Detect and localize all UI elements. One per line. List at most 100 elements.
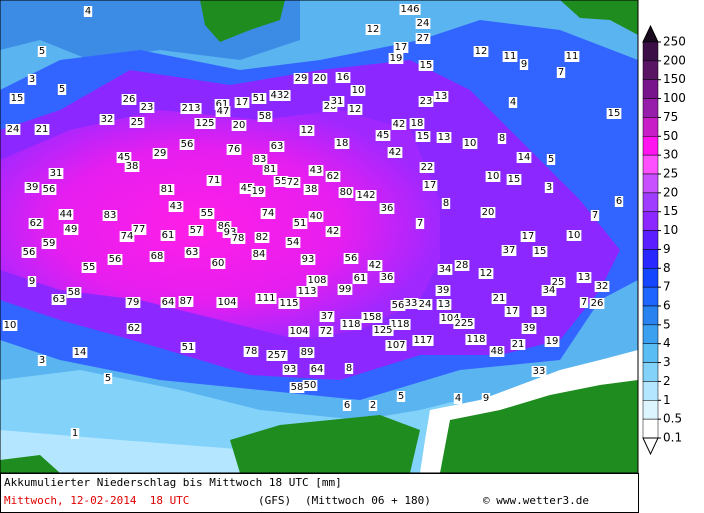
precip-label: 11 — [566, 51, 579, 62]
precip-label: 13 — [435, 91, 448, 102]
label-box — [103, 373, 113, 384]
label-box — [312, 73, 328, 84]
precip-label: 13 — [578, 272, 591, 283]
land — [230, 415, 420, 473]
label-box — [299, 125, 315, 136]
label-box — [409, 118, 425, 129]
precip-label: 55 — [275, 176, 288, 187]
precip-label: 17 — [522, 231, 535, 242]
precip-label: 117 — [413, 335, 432, 346]
precip-label: 32 — [101, 114, 114, 125]
colorbar-segment — [642, 154, 659, 175]
label-box — [269, 141, 285, 152]
label-box — [293, 73, 309, 84]
precip-label: 15 — [508, 174, 521, 185]
precip-label: 9 — [521, 59, 527, 70]
label-box — [399, 4, 421, 15]
footer-run: (Mittwoch 06 + 180) — [305, 494, 431, 507]
footer-credit: © www.wetter3.de — [483, 494, 589, 507]
precip-label: 4 — [85, 6, 91, 17]
land — [560, 0, 638, 35]
precip-label: 225 — [454, 318, 473, 329]
precip-label: 72 — [320, 326, 333, 337]
precip-label: 3 — [29, 74, 35, 85]
label-box — [508, 97, 518, 108]
label-box — [254, 232, 270, 243]
precip-label: 74 — [121, 231, 134, 242]
precip-label: 39 — [437, 285, 450, 296]
precip-label: 64 — [162, 297, 175, 308]
label-box — [387, 147, 403, 158]
colorbar-label: 5 — [663, 317, 671, 331]
precip-label: 4 — [510, 97, 516, 108]
label-box — [437, 264, 453, 275]
precip-label: 23 — [141, 102, 154, 113]
label-box — [396, 391, 406, 402]
label-box — [422, 180, 438, 191]
colorbar: 250 200 150 100 75 50 30 25 20 15 10 9 8 7 6 5 4 3 2 1 0.5 0.… — [642, 24, 686, 456]
label-box — [614, 196, 624, 207]
label-box — [188, 225, 204, 236]
colorbar-label: 20 — [663, 185, 678, 199]
label-box — [318, 326, 334, 337]
precip-label: 55 — [201, 208, 214, 219]
label-box — [415, 131, 431, 142]
label-box — [179, 139, 195, 150]
label-box — [149, 251, 165, 262]
colorbar-segment — [642, 136, 659, 156]
label-box — [230, 233, 246, 244]
precip-label: 29 — [154, 148, 167, 159]
label-box — [412, 335, 434, 346]
precip-label: 125 — [195, 118, 214, 129]
label-box — [415, 218, 425, 229]
light-area — [0, 430, 300, 473]
label-box — [520, 231, 536, 242]
colorbar-segment — [642, 381, 659, 401]
precip-label: 3 — [39, 355, 45, 366]
precip-label: 25 — [131, 117, 144, 128]
colorbar-label: 30 — [663, 148, 678, 162]
precip-label: 84 — [253, 249, 266, 260]
precip-label: 7 — [592, 210, 598, 221]
label-box — [300, 254, 316, 265]
label-box — [2, 320, 18, 331]
precip-label: 61 — [354, 273, 367, 284]
precip-label: 12 — [301, 125, 314, 136]
precip-label: 26 — [591, 298, 604, 309]
precip-label: 104 — [217, 297, 236, 308]
precip-label: 19 — [390, 53, 403, 64]
label-box — [340, 319, 362, 330]
land — [0, 455, 60, 473]
label-box — [391, 119, 407, 130]
label-box — [453, 318, 475, 329]
label-box — [178, 296, 194, 307]
colorbar-top-triangle — [642, 24, 659, 43]
precip-label: 54 — [287, 237, 300, 248]
precip-label: 74 — [262, 208, 275, 219]
label-box — [288, 326, 310, 337]
precip-label: 142 — [356, 190, 375, 201]
label-box — [337, 284, 353, 295]
label-box — [289, 382, 305, 393]
precip-label: 42 — [393, 119, 406, 130]
label-box — [415, 33, 431, 44]
label-box — [214, 99, 230, 110]
label-box — [546, 154, 556, 165]
label-box — [606, 108, 622, 119]
precip-label: 48 — [491, 346, 504, 357]
precip-label: 10 — [568, 230, 581, 241]
precip-label: 42 — [389, 147, 402, 158]
label-box — [250, 186, 266, 197]
label-box — [521, 323, 537, 334]
colorbar-label: 15 — [663, 204, 678, 218]
label-box — [308, 165, 324, 176]
label-box — [299, 347, 315, 358]
precip-label: 6 — [344, 400, 350, 411]
colorbar-segment — [642, 98, 659, 118]
label-box — [194, 118, 216, 129]
label-box — [390, 300, 406, 311]
precip-label: 39 — [523, 323, 536, 334]
precip-label: 15 — [417, 131, 430, 142]
precip-label: 3 — [546, 182, 552, 193]
label-box — [28, 218, 44, 229]
